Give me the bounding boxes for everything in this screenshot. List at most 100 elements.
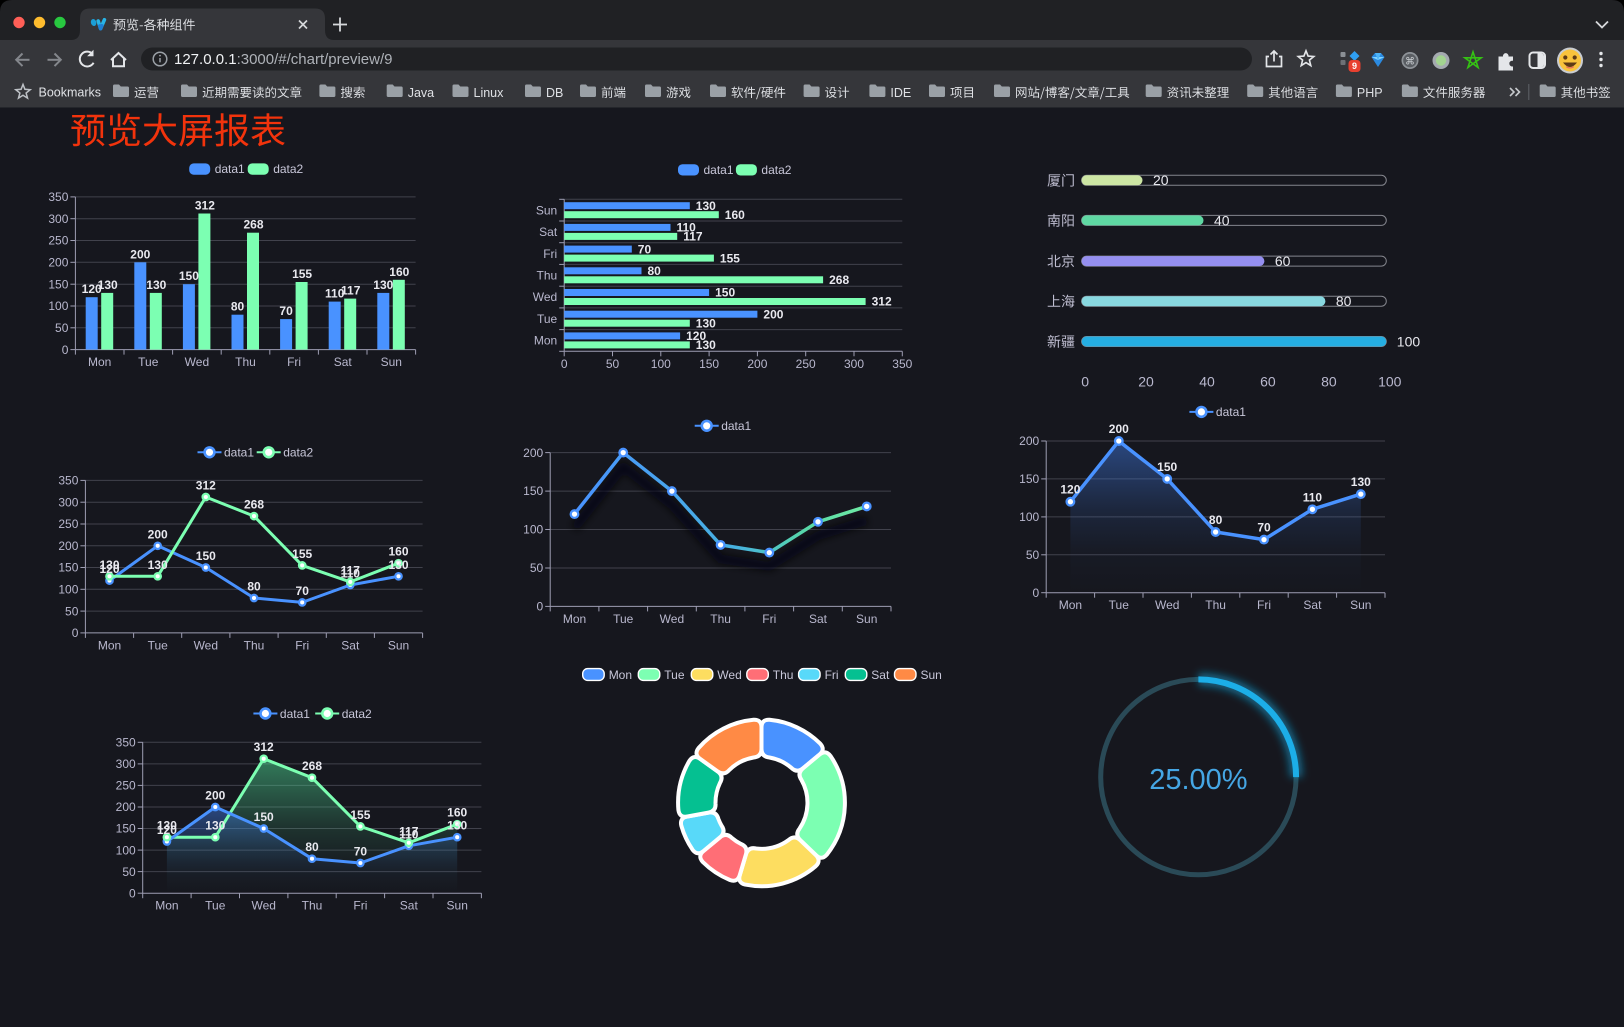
svg-text:40: 40 (1214, 212, 1230, 228)
svg-text:155: 155 (350, 808, 370, 822)
svg-text:200: 200 (1019, 434, 1039, 448)
svg-text:Tue: Tue (664, 668, 685, 682)
svg-text:Sun: Sun (388, 638, 409, 652)
svg-text:0: 0 (561, 357, 568, 371)
svg-text:100: 100 (1397, 333, 1421, 349)
svg-text:Bookmarks: Bookmarks (39, 86, 102, 100)
svg-text:Java: Java (408, 86, 434, 100)
svg-text:110: 110 (341, 567, 361, 581)
svg-text:300: 300 (844, 357, 864, 371)
svg-text:200: 200 (116, 800, 136, 814)
svg-text:130: 130 (447, 819, 467, 833)
svg-text:150: 150 (254, 810, 274, 824)
svg-text:100: 100 (1378, 373, 1402, 389)
svg-text:350: 350 (48, 190, 68, 204)
svg-text:Thu: Thu (537, 269, 558, 283)
svg-text:155: 155 (292, 267, 312, 281)
svg-text:Fri: Fri (353, 899, 367, 913)
svg-text:150: 150 (1157, 460, 1177, 474)
svg-text:120: 120 (157, 823, 177, 837)
svg-text:70: 70 (1257, 521, 1271, 535)
svg-text:⌘: ⌘ (1405, 56, 1415, 67)
svg-text:268: 268 (829, 273, 849, 287)
svg-text:150: 150 (523, 484, 543, 498)
svg-text:Wed: Wed (660, 612, 684, 626)
svg-text:150: 150 (715, 286, 735, 300)
svg-text:20: 20 (1153, 172, 1169, 188)
svg-text:155: 155 (720, 251, 740, 265)
svg-text:80: 80 (648, 264, 662, 278)
svg-text:50: 50 (122, 865, 136, 879)
svg-text:100: 100 (48, 299, 68, 313)
svg-text:Mon: Mon (1059, 598, 1082, 612)
svg-text:117: 117 (399, 824, 419, 838)
svg-text:100: 100 (523, 523, 543, 537)
svg-text:Wed: Wed (533, 290, 557, 304)
svg-text:120: 120 (1060, 483, 1080, 497)
svg-text:Sun: Sun (536, 203, 557, 217)
svg-text:70: 70 (638, 242, 652, 256)
svg-text:200: 200 (523, 446, 543, 460)
svg-text:Wed: Wed (717, 668, 741, 682)
svg-text:200: 200 (58, 539, 78, 553)
svg-text:117: 117 (341, 284, 361, 298)
svg-text:120: 120 (82, 282, 102, 296)
svg-text:Wed: Wed (1155, 598, 1179, 612)
svg-text:data1: data1 (280, 707, 310, 721)
svg-text:DB: DB (546, 86, 563, 100)
svg-text:130: 130 (157, 819, 177, 833)
svg-text:IDE: IDE (890, 86, 911, 100)
svg-text:Thu: Thu (1205, 598, 1226, 612)
svg-text:Fri: Fri (825, 668, 839, 682)
svg-text:120: 120 (99, 562, 119, 576)
svg-text:312: 312 (254, 740, 274, 754)
svg-text:0: 0 (1081, 373, 1089, 389)
svg-text:Mon: Mon (609, 668, 632, 682)
svg-text:250: 250 (58, 517, 78, 531)
svg-text:150: 150 (196, 549, 216, 563)
svg-text:120: 120 (686, 329, 706, 343)
svg-text:312: 312 (196, 479, 216, 493)
svg-text:Fri: Fri (287, 355, 301, 369)
svg-text:100: 100 (1019, 510, 1039, 524)
svg-text:Sat: Sat (341, 638, 360, 652)
svg-text:200: 200 (747, 357, 767, 371)
svg-text:200: 200 (48, 256, 68, 270)
svg-text:40: 40 (1199, 373, 1215, 389)
svg-text:data1: data1 (215, 162, 245, 176)
svg-text:130: 130 (99, 558, 119, 572)
svg-text:110: 110 (1303, 490, 1323, 504)
svg-text:Sat: Sat (809, 612, 828, 626)
svg-text:Fri: Fri (543, 247, 557, 261)
svg-text:0: 0 (62, 343, 69, 357)
svg-text:Sun: Sun (856, 612, 877, 626)
svg-text:Fri: Fri (762, 612, 776, 626)
svg-text:200: 200 (1109, 422, 1129, 436)
svg-text:117: 117 (341, 563, 361, 577)
svg-text:312: 312 (195, 199, 215, 213)
svg-text:268: 268 (244, 498, 264, 512)
svg-text:268: 268 (243, 218, 263, 232)
svg-text:data1: data1 (721, 419, 751, 433)
svg-text:Thu: Thu (773, 668, 794, 682)
svg-text:130: 130 (205, 819, 225, 833)
svg-text:150: 150 (116, 822, 136, 836)
svg-text:80: 80 (305, 840, 319, 854)
svg-text:Tue: Tue (205, 899, 226, 913)
svg-text:350: 350 (58, 474, 78, 488)
svg-text:130: 130 (373, 278, 393, 292)
svg-text:50: 50 (65, 604, 79, 618)
svg-text:110: 110 (399, 827, 419, 841)
svg-text:Tue: Tue (1109, 598, 1130, 612)
svg-text:70: 70 (296, 584, 310, 598)
svg-text:70: 70 (279, 304, 293, 318)
svg-text:110: 110 (677, 221, 697, 235)
svg-text:Sat: Sat (334, 355, 353, 369)
svg-text:100: 100 (651, 357, 671, 371)
svg-text:Sat: Sat (871, 668, 890, 682)
svg-text:160: 160 (388, 545, 408, 559)
svg-text:0: 0 (129, 886, 136, 900)
svg-text:0: 0 (72, 626, 79, 640)
svg-text:Thu: Thu (235, 355, 256, 369)
svg-text:60: 60 (1260, 373, 1276, 389)
